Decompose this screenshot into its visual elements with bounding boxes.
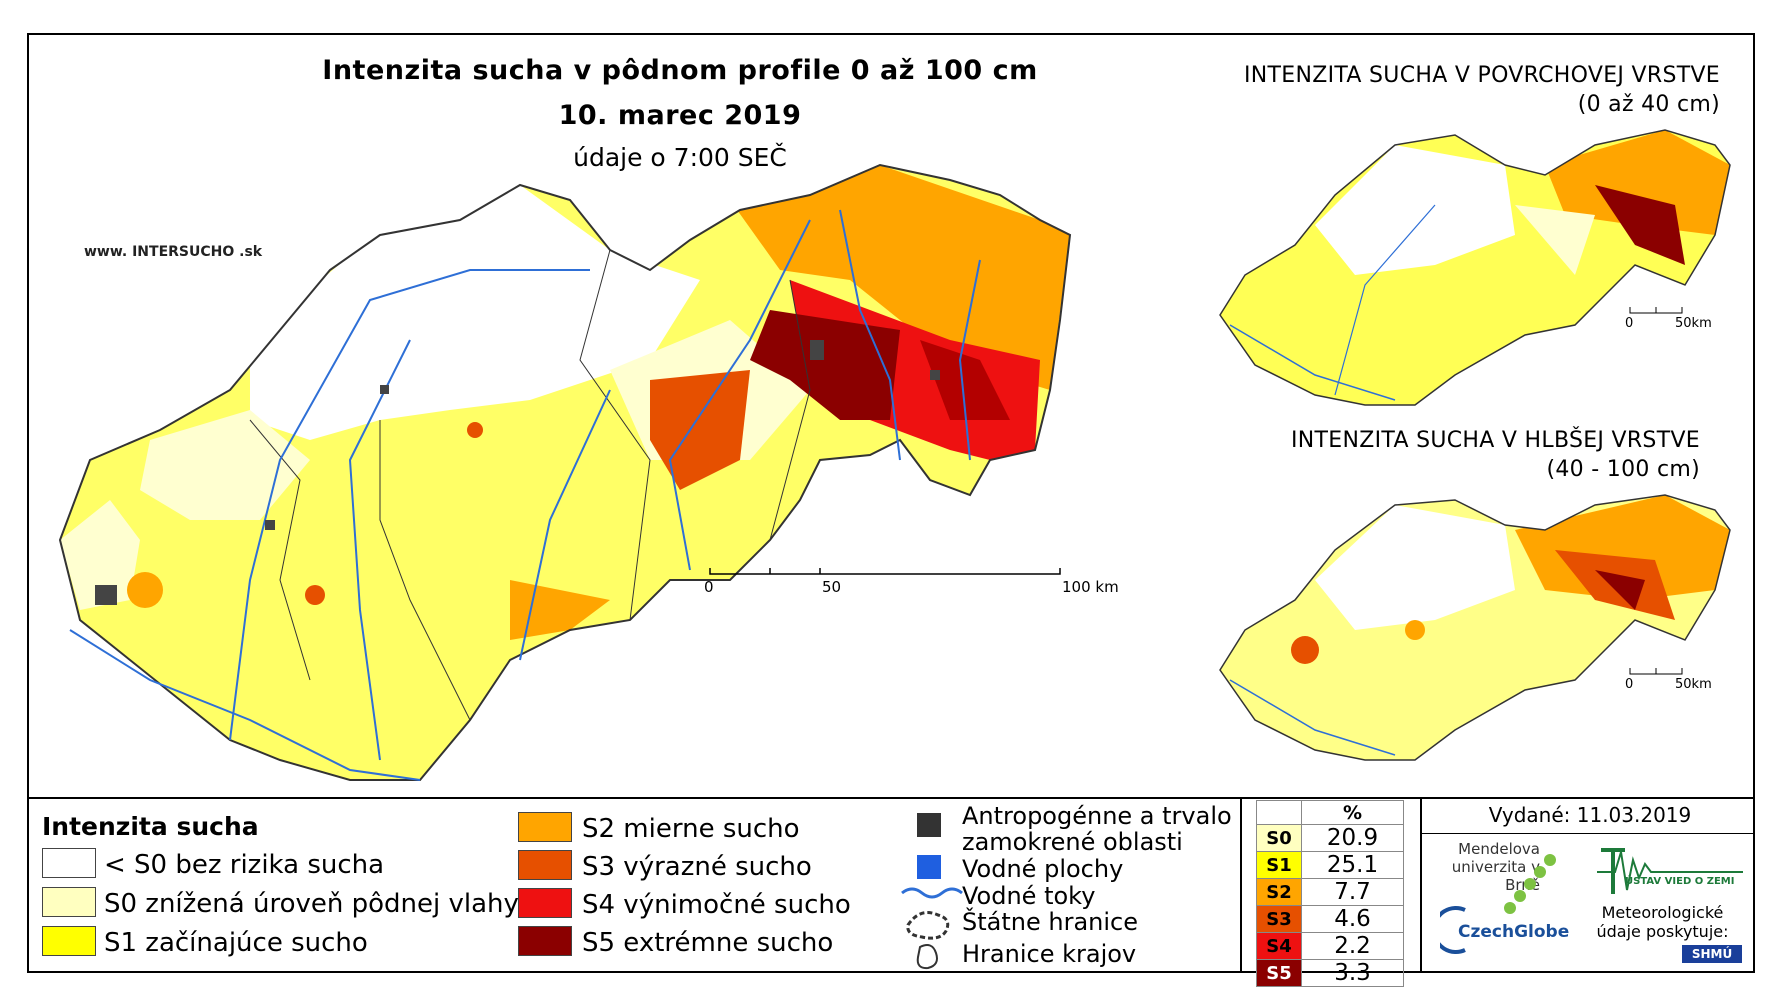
percent-value-s1: 25.1 [1301, 851, 1404, 879]
legend-swatch-s2 [518, 812, 572, 842]
legend-label-s4: S4 výnimočné sucho [582, 890, 851, 920]
percent-value-s4: 2.2 [1301, 932, 1404, 960]
legend-label-none: < S0 bez rizika sucha [104, 850, 385, 880]
percent-class-s2: S2 [1256, 878, 1302, 906]
percent-value-s3: 4.6 [1301, 905, 1404, 933]
percent-class-s0: S0 [1256, 824, 1302, 852]
state-border-symbol [906, 911, 950, 940]
legend-label-s2: S2 mierne sucho [582, 814, 800, 844]
mendel-logo-dots [1504, 854, 1556, 914]
percent-class-s4: S4 [1256, 932, 1302, 960]
inset-bottom-scale-0: 0 [1625, 677, 1634, 692]
inset-bottom-scale-50: 50km [1675, 677, 1712, 692]
legend-panel [29, 797, 1753, 973]
inset-bottom-map [1219, 494, 1731, 761]
map-time-note: údaje o 7:00 SEČ [573, 143, 787, 172]
inset-bottom-title: INTENZITA SUCHA V HLBŠEJ VRSTVE [1291, 428, 1700, 453]
legend-label-s3: S3 výrazné sucho [582, 852, 812, 882]
scale-50: 50 [822, 578, 842, 596]
river-symbol [901, 887, 963, 899]
percent-value-s2: 7.7 [1301, 878, 1404, 906]
czechglobe-logo: CzechGlobe [1458, 922, 1570, 942]
legend-swatch-s0 [42, 887, 96, 917]
scale-100: 100 km [1062, 578, 1119, 596]
feature-label-rivers: Vodné toky [962, 882, 1096, 910]
main-scale-bar [709, 568, 1061, 575]
main-map-fill [60, 165, 1070, 780]
meteo-text: Meteorologické údaje poskytuje: [1596, 903, 1729, 941]
legend-label-s5: S5 extrémne sucho [582, 928, 834, 958]
water-body-symbol [917, 855, 941, 879]
inset-top-title: INTENZITA SUCHA V POVRCHOVEJ VRSTVE [1243, 63, 1720, 88]
percent-header: % [1301, 800, 1404, 825]
map-date: 10. marec 2019 [558, 100, 802, 131]
feature-symbols [901, 813, 963, 970]
inset-bottom-subtitle: (40 - 100 cm) [1546, 457, 1700, 482]
percent-class-s3: S3 [1256, 905, 1302, 933]
feature-label-state-borders: Štátne hranice [962, 908, 1138, 936]
feature-label-region-borders: Hranice krajov [962, 940, 1137, 968]
issued-date: Vydané: 11.03.2019 [1488, 803, 1692, 827]
website-label: www. INTERSUCHO .sk [84, 244, 263, 260]
feature-label-urban-2: zamokrené oblasti [962, 828, 1183, 856]
legend-swatch-none [42, 848, 96, 878]
divider-2 [1420, 797, 1422, 973]
urban-areas [95, 340, 940, 605]
feature-label-water: Vodné plochy [962, 855, 1124, 883]
inset-top-subtitle: (0 až 40 cm) [1577, 92, 1720, 117]
rivers [69, 209, 981, 781]
legend-label-s0: S0 znížená úroveň pôdnej vlahy [104, 889, 519, 919]
inset-top-scale-bar [1629, 307, 1683, 314]
percent-class-s1: S1 [1256, 851, 1302, 879]
percent-value-s5: 3.3 [1301, 959, 1404, 987]
czechglobe-logo-arc [1440, 906, 1466, 954]
legend-swatch-s1 [42, 926, 96, 956]
divider-1 [1240, 797, 1242, 973]
inset-top-scale-0: 0 [1625, 316, 1634, 331]
feature-label-urban-1: Antropogénne a trvalo [962, 802, 1232, 830]
inset-top-map [1219, 129, 1731, 406]
legend-title: Intenzita sucha [42, 812, 259, 841]
ustav-logo-text: ÚSTAV VIED O ZEMI [1625, 876, 1735, 887]
inset-top-scale-50: 50km [1675, 316, 1712, 331]
inset-bottom-scale-bar [1629, 668, 1683, 675]
legend-swatch-s5 [518, 926, 572, 956]
percent-table: % S0 20.9 S1 25.1 S2 7.7 S3 4.6 S4 2.2 S5 3.3 [1256, 800, 1404, 987]
legend-swatch-s3 [518, 850, 572, 880]
scale-0: 0 [704, 578, 714, 596]
region-border-symbol [916, 944, 938, 970]
ustav-logo [1597, 848, 1743, 894]
legend-label-s1: S1 začínajúce sucho [104, 928, 368, 958]
mendel-logo-text: Mendelova univerzita v Brně [1451, 840, 1540, 894]
urban-area-symbol [917, 813, 941, 837]
main-drought-map [58, 163, 1072, 781]
percent-value-s0: 20.9 [1301, 824, 1404, 852]
divider-3 [1422, 833, 1753, 834]
region-borders [249, 249, 811, 721]
legend-swatch-s4 [518, 888, 572, 918]
shmu-logo: SHMÚ [1682, 945, 1742, 963]
percent-class-s5: S5 [1256, 959, 1302, 987]
map-title: Intenzita sucha v pôdnom profile 0 až 10… [322, 55, 1038, 86]
